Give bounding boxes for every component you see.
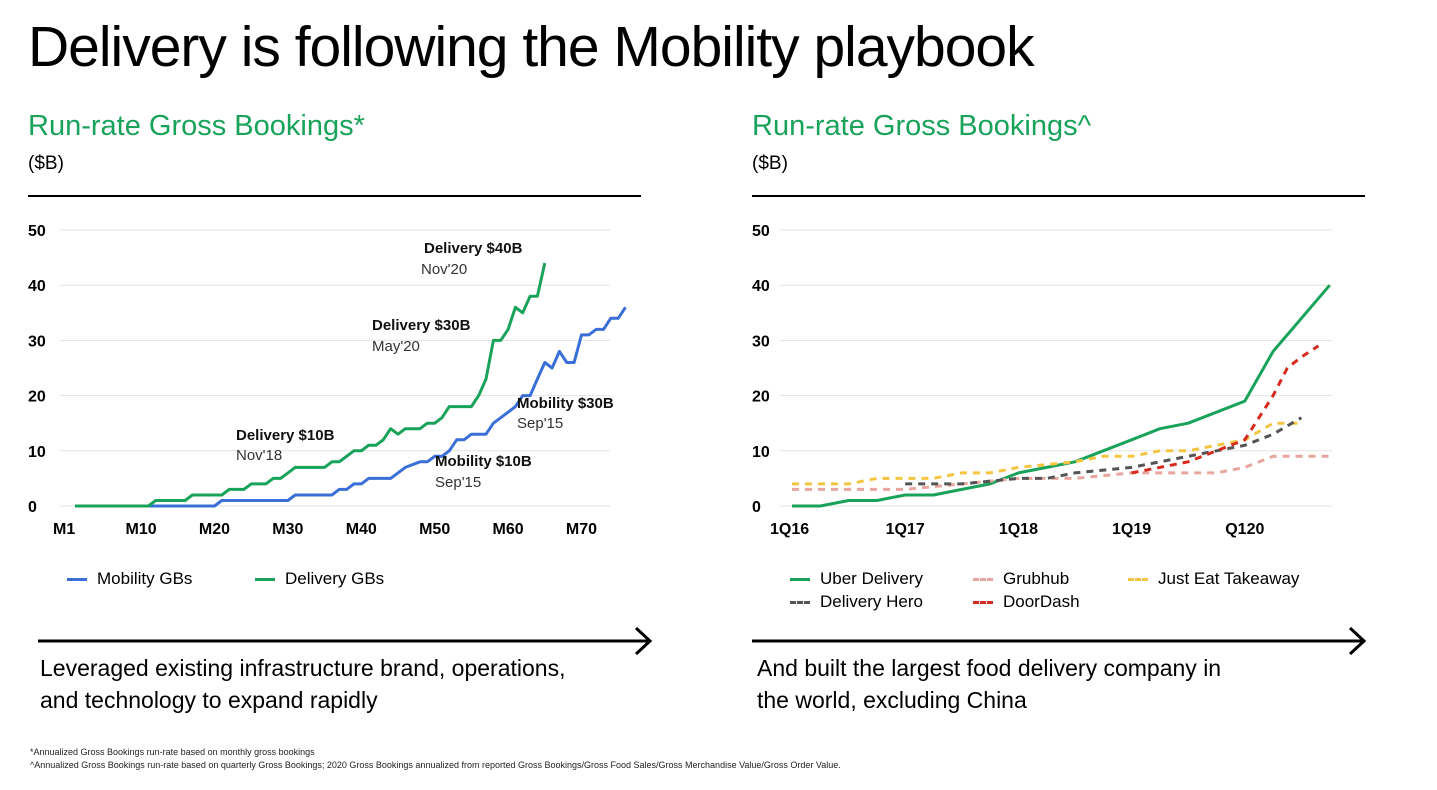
x-tick-label-1q16: 1Q16	[770, 521, 809, 538]
legend-grubhub: Grubhub	[973, 569, 1069, 589]
x-tick-label-m30: M30	[272, 521, 303, 538]
legend-just-eat-takeaway-label: Just Eat Takeaway	[1158, 569, 1300, 588]
food-delivery-competitors-chart: 0 10 20 30 40 50 1Q16 1Q17 1Q18 1Q19 Q120	[752, 223, 1332, 538]
legend-grubhub-swatch	[973, 577, 993, 581]
y-tick-label-50: 50	[752, 223, 770, 240]
legend-mobility-swatch	[67, 577, 87, 581]
left-panel-unit: ($B)	[28, 153, 64, 174]
annotation-date-delivery-10b: Nov'18	[236, 447, 282, 464]
annotation-date-delivery-40b: Nov'20	[421, 261, 467, 278]
x-tick-label-m1: M1	[53, 521, 75, 538]
mobility-delivery-chart: 0 10 20 30 40 50 M1 M10 M20 M30 M40 M50 M60 M70 Delive…	[28, 223, 627, 538]
y-tick-label-20: 20	[752, 389, 770, 406]
left-caption-line-1: Leveraged existing infrastructure brand,…	[40, 655, 566, 681]
left-arrow	[38, 626, 653, 656]
annotation-mobility-10b: Mobility $10B	[435, 453, 532, 470]
series-line-mobility-gbs	[75, 306, 627, 508]
legend-delivery-hero-label: Delivery Hero	[820, 592, 923, 611]
annotation-delivery-10b: Delivery $10B	[236, 427, 335, 444]
x-tick-label-m10: M10	[125, 521, 156, 538]
series-line-uber-delivery	[792, 284, 1331, 508]
legend-doordash: DoorDash	[973, 592, 1080, 612]
right-caption-line-1: And built the largest food delivery comp…	[757, 655, 1222, 681]
legend-mobility: Mobility GBs	[67, 569, 192, 589]
y-tick-label-0: 0	[752, 499, 761, 516]
series-line-doordash	[1131, 344, 1320, 475]
left-caption: Leveraged existing infrastructure brand,…	[40, 652, 565, 716]
legend-doordash-label: DoorDash	[1003, 592, 1080, 611]
x-tick-label-m70: M70	[566, 521, 597, 538]
right-panel-unit: ($B)	[752, 153, 788, 174]
annotation-date-mobility-30b: Sep'15	[517, 415, 563, 432]
annotation-delivery-40b: Delivery $40B	[424, 240, 523, 257]
x-tick-label-m60: M60	[492, 521, 523, 538]
left-caption-line-2: and technology to expand rapidly	[40, 687, 378, 713]
y-tick-label-30: 30	[752, 333, 770, 350]
legend-delivery-hero: Delivery Hero	[790, 592, 923, 612]
annotation-date-mobility-10b: Sep'15	[435, 474, 481, 491]
slide-title: Delivery is following the Mobility playb…	[28, 15, 1035, 79]
annotation-date-delivery-30b: May'20	[372, 338, 420, 355]
x-tick-label-m20: M20	[199, 521, 230, 538]
right-panel-rule	[752, 195, 1365, 197]
y-tick-label-20: 20	[28, 389, 46, 406]
right-panel-title: Run-rate Gross Bookings^	[752, 110, 1092, 142]
left-panel-rule	[28, 195, 641, 197]
x-tick-label-m40: M40	[346, 521, 377, 538]
footnote-2: ^Annualized Gross Bookings run-rate base…	[30, 760, 841, 770]
legend-grubhub-label: Grubhub	[1003, 569, 1070, 588]
series-line-delivery-gbs	[75, 262, 547, 508]
legend-just-eat-takeaway-swatch	[1128, 577, 1148, 581]
x-tick-label-1q17: 1Q17	[886, 521, 925, 538]
x-tick-label-m50: M50	[419, 521, 450, 538]
x-tick-label-q120: Q120	[1225, 521, 1264, 538]
legend-delivery-swatch	[255, 577, 275, 581]
legend-uber-delivery: Uber Delivery	[790, 569, 923, 589]
legend-doordash-swatch	[973, 600, 993, 604]
y-tick-label-0: 0	[28, 499, 37, 516]
x-tick-label-1q19: 1Q19	[1112, 521, 1151, 538]
y-tick-label-10: 10	[752, 444, 770, 461]
legend-delivery: Delivery GBs	[255, 569, 384, 589]
y-tick-label-30: 30	[28, 333, 46, 350]
legend-mobility-label: Mobility GBs	[97, 569, 193, 588]
legend-uber-delivery-swatch	[790, 577, 810, 581]
legend-just-eat-takeaway: Just Eat Takeaway	[1128, 569, 1299, 589]
left-panel-title: Run-rate Gross Bookings*	[28, 110, 365, 142]
legend-delivery-hero-swatch	[790, 600, 810, 604]
x-tick-label-1q18: 1Q18	[999, 521, 1038, 538]
legend-uber-delivery-label: Uber Delivery	[820, 569, 923, 588]
right-caption: And built the largest food delivery comp…	[757, 652, 1221, 716]
footnote-1: *Annualized Gross Bookings run-rate base…	[30, 747, 315, 757]
legend-delivery-label: Delivery GBs	[285, 569, 385, 588]
y-tick-label-50: 50	[28, 223, 46, 240]
y-tick-label-40: 40	[752, 278, 770, 295]
right-caption-line-2: the world, excluding China	[757, 687, 1027, 713]
right-arrow	[752, 626, 1367, 656]
series-line-just-eat-takeaway	[792, 421, 1302, 486]
annotation-mobility-30b: Mobility $30B	[517, 395, 614, 412]
series-line-grubhub	[792, 454, 1330, 491]
annotation-delivery-30b: Delivery $30B	[372, 317, 471, 334]
y-tick-label-40: 40	[28, 278, 46, 295]
y-tick-label-10: 10	[28, 444, 46, 461]
